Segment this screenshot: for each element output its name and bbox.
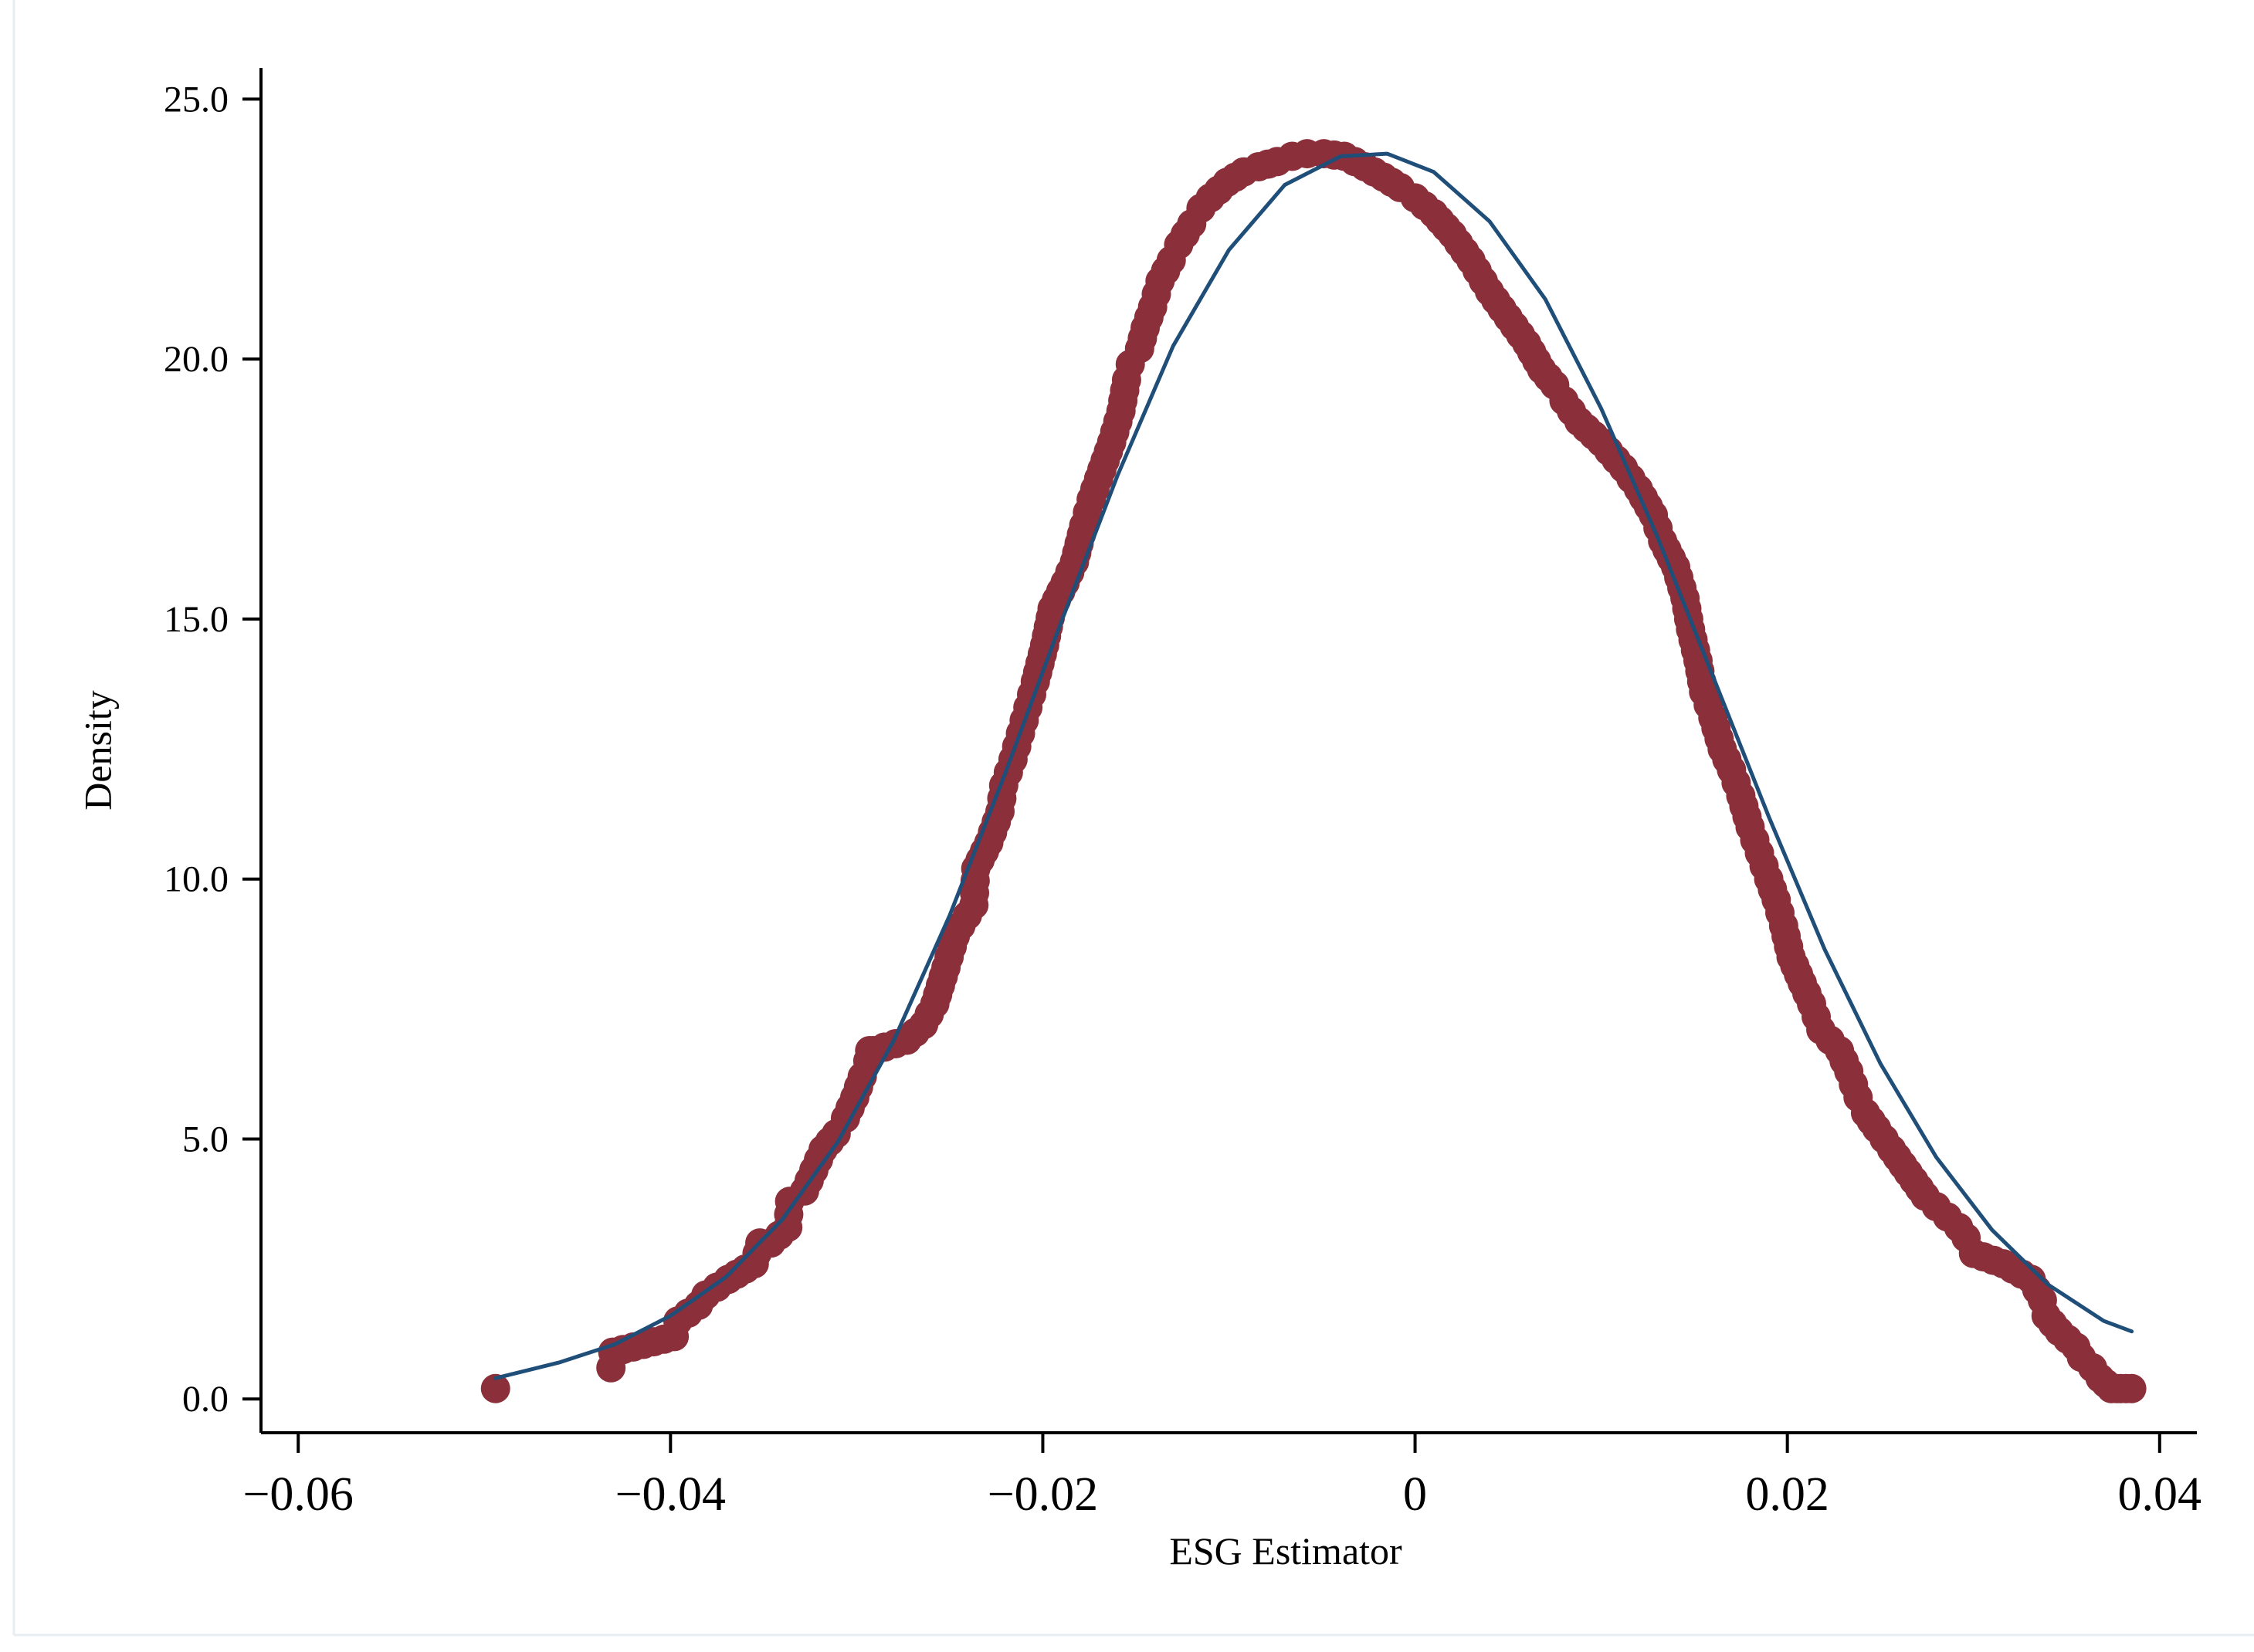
x-tick-label: −0.04 xyxy=(615,1468,726,1521)
y-axis-ticks: 0.0 5.0 10.0 15.0 20.0 25.0 xyxy=(164,79,261,1420)
scatter-points xyxy=(480,139,2147,1403)
x-tick-label: 0 xyxy=(1403,1468,1427,1521)
y-tick-label: 0.0 xyxy=(182,1379,229,1420)
scatter-point xyxy=(480,1373,510,1403)
y-tick-label: 5.0 xyxy=(182,1119,229,1159)
y-tick-label: 25.0 xyxy=(164,79,229,120)
axes: 0.0 5.0 10.0 15.0 20.0 25.0 −0.06 −0.04 −0.02 0 0… xyxy=(164,68,2201,1521)
x-tick-label: −0.02 xyxy=(988,1468,1098,1521)
y-axis-title: Density xyxy=(76,690,119,811)
x-tick-label: −0.06 xyxy=(242,1468,353,1521)
y-tick-label: 10.0 xyxy=(164,859,229,900)
x-tick-label: 0.02 xyxy=(1745,1468,1829,1521)
x-axis-ticks: −0.06 −0.04 −0.02 0 0.02 0.04 xyxy=(242,1433,2201,1521)
scatter-point xyxy=(2117,1373,2147,1403)
x-axis-title: ESG Estimator xyxy=(1169,1529,1402,1572)
fitted-density-line-layer xyxy=(493,151,2134,1380)
x-tick-label: 0.04 xyxy=(2118,1468,2202,1521)
y-tick-label: 15.0 xyxy=(164,599,229,640)
fitted-density-line xyxy=(493,151,2134,1380)
y-tick-label: 20.0 xyxy=(164,339,229,380)
